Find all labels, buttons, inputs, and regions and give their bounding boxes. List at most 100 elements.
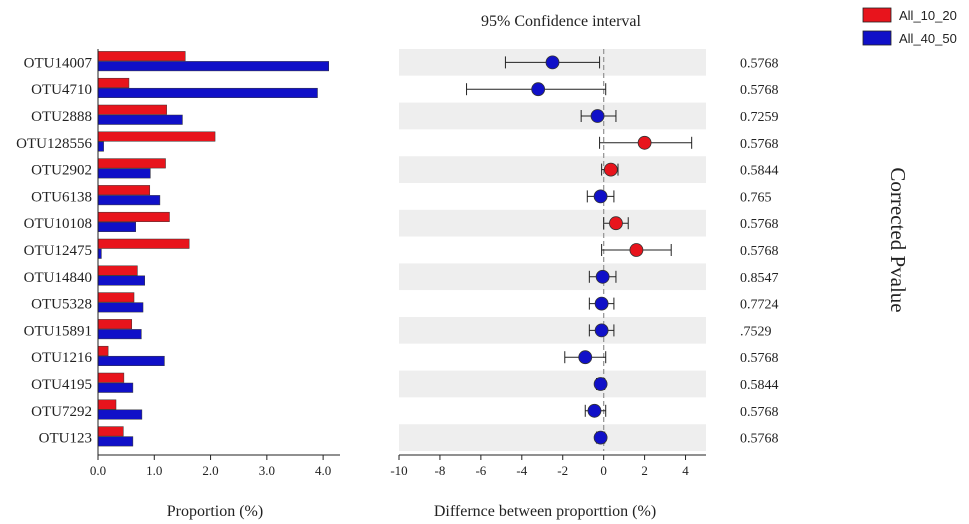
bar-all-10-20 (97, 51, 186, 62)
bar-all-40-50 (97, 87, 318, 98)
pvalue-text: 0.5768 (740, 137, 779, 152)
proportion-x-label: Proportion (%) (167, 503, 263, 520)
otu-label: OTU5328 (31, 297, 92, 313)
bar-all-40-50 (97, 355, 165, 366)
confidence-interval-chart: 95% Confidence interval -10 -8 -6 -4 -2 0 2 4 D… (390, 13, 706, 520)
difference-x-label: Differnce between proporttion (%) (434, 503, 656, 520)
otu-label: OTU1216 (31, 350, 92, 366)
otu-label: OTU12475 (24, 243, 92, 259)
difference-tick-label: -6 (475, 463, 486, 478)
ci-point (594, 323, 609, 338)
ci-point (587, 403, 602, 418)
otu-label: OTU128556 (16, 136, 92, 152)
pvalue-text: 0.5768 (740, 351, 779, 366)
legend-swatch-all-10-20 (862, 7, 892, 23)
ci-point (545, 55, 560, 70)
ci-point (637, 135, 652, 150)
bar-all-40-50 (97, 275, 145, 286)
otu-label: OTU2888 (31, 109, 92, 125)
ci-row-band (399, 263, 706, 291)
pvalue-text: 0.5768 (740, 217, 779, 232)
ci-row-band (399, 209, 706, 237)
pvalue-text: 0.7724 (740, 298, 779, 313)
ci-point (531, 82, 546, 97)
pvalue-text: 0.5768 (740, 83, 779, 98)
otu-label: OTU6138 (31, 189, 92, 205)
bar-all-40-50 (97, 141, 104, 152)
ci-title: 95% Confidence interval (481, 13, 642, 30)
bar-all-40-50 (97, 409, 143, 420)
legend-swatch-all-40-50 (862, 30, 892, 46)
ci-point (603, 162, 618, 177)
proportion-tick-label: 1.0 (146, 463, 162, 478)
bar-all-10-20 (97, 265, 138, 276)
ci-shaded-rows (399, 49, 706, 451)
bar-all-40-50 (97, 329, 142, 340)
ci-row-band (399, 183, 706, 210)
difference-tick-label: -2 (557, 463, 568, 478)
ci-point (590, 109, 605, 123)
bar-all-40-50 (97, 168, 151, 179)
otu-label: OTU10108 (24, 216, 92, 232)
proportion-bar-chart: OTU14007 OTU4710 OTU2888 OTU128556 OTU2902 OT… (16, 49, 340, 520)
legend-label-all-40-50: All_40_50 (899, 31, 957, 46)
difference-tick-label: -8 (435, 463, 446, 478)
otu-label: OTU4710 (31, 82, 92, 98)
bar-all-40-50 (97, 436, 134, 447)
ci-row-band (399, 102, 706, 130)
proportion-x-ticks: 0.0 1.0 2.0 3.0 4.0 (90, 455, 331, 478)
pvalue-text: 0.5844 (740, 164, 779, 179)
bars (97, 51, 329, 447)
bar-all-40-50 (97, 302, 144, 313)
bar-all-10-20 (97, 345, 109, 356)
bar-all-40-50 (97, 248, 102, 259)
bar-all-10-20 (97, 292, 135, 303)
difference-tick-label: 0 (600, 463, 607, 478)
difference-tick-label: 4 (682, 463, 689, 478)
ci-point (609, 216, 623, 231)
proportion-tick-label: 3.0 (259, 463, 275, 478)
bar-all-10-20 (97, 211, 170, 222)
proportion-tick-label: 0.0 (90, 463, 106, 478)
bar-all-40-50 (97, 195, 161, 206)
otu-labels: OTU14007 OTU4710 OTU2888 OTU128556 OTU2902 OT… (16, 55, 92, 446)
otu-label: OTU4195 (31, 377, 92, 393)
ci-point (593, 430, 608, 445)
ci-points (466, 55, 693, 445)
bar-all-10-20 (97, 185, 151, 196)
otu-label: OTU123 (39, 431, 92, 447)
difference-tick-label: 2 (641, 463, 648, 478)
bar-all-10-20 (97, 238, 190, 249)
bar-all-10-20 (97, 319, 133, 330)
bar-all-40-50 (97, 114, 183, 125)
ci-row-band (399, 397, 706, 425)
bar-all-10-20 (97, 426, 124, 437)
bar-all-40-50 (97, 382, 134, 393)
ci-point (629, 243, 644, 257)
pvalue-text: 0.5768 (740, 244, 779, 259)
bar-all-40-50 (97, 61, 329, 72)
ci-row-band (399, 424, 706, 451)
ci-row-band (399, 317, 706, 344)
bar-all-10-20 (97, 104, 167, 115)
pvalue-text: 0.765 (740, 190, 772, 205)
bar-all-40-50 (97, 221, 136, 232)
corrected-pvalue-label: Corrected Pvalue (886, 167, 910, 312)
otu-label: OTU2902 (31, 163, 92, 179)
difference-tick-label: -10 (390, 463, 407, 478)
bar-all-10-20 (97, 77, 130, 88)
otu-label: OTU14007 (24, 55, 93, 71)
ci-point (595, 269, 610, 284)
proportion-tick-label: 2.0 (202, 463, 218, 478)
legend-label-all-10-20: All_10_20 (899, 8, 957, 23)
pvalue-text: 0.7259 (740, 110, 779, 125)
pvalue-text: 0.5768 (740, 432, 779, 447)
bar-all-10-20 (97, 131, 216, 142)
otu-label: OTU14840 (24, 270, 92, 286)
pvalue-text: 0.8547 (740, 271, 779, 286)
bar-all-10-20 (97, 399, 117, 410)
corrected-pvalues: 0.5768 0.5768 0.7259 0.5768 0.5844 0.765 0.576… (740, 56, 779, 446)
pvalue-text: 0.5768 (740, 405, 779, 420)
bar-all-10-20 (97, 372, 125, 383)
